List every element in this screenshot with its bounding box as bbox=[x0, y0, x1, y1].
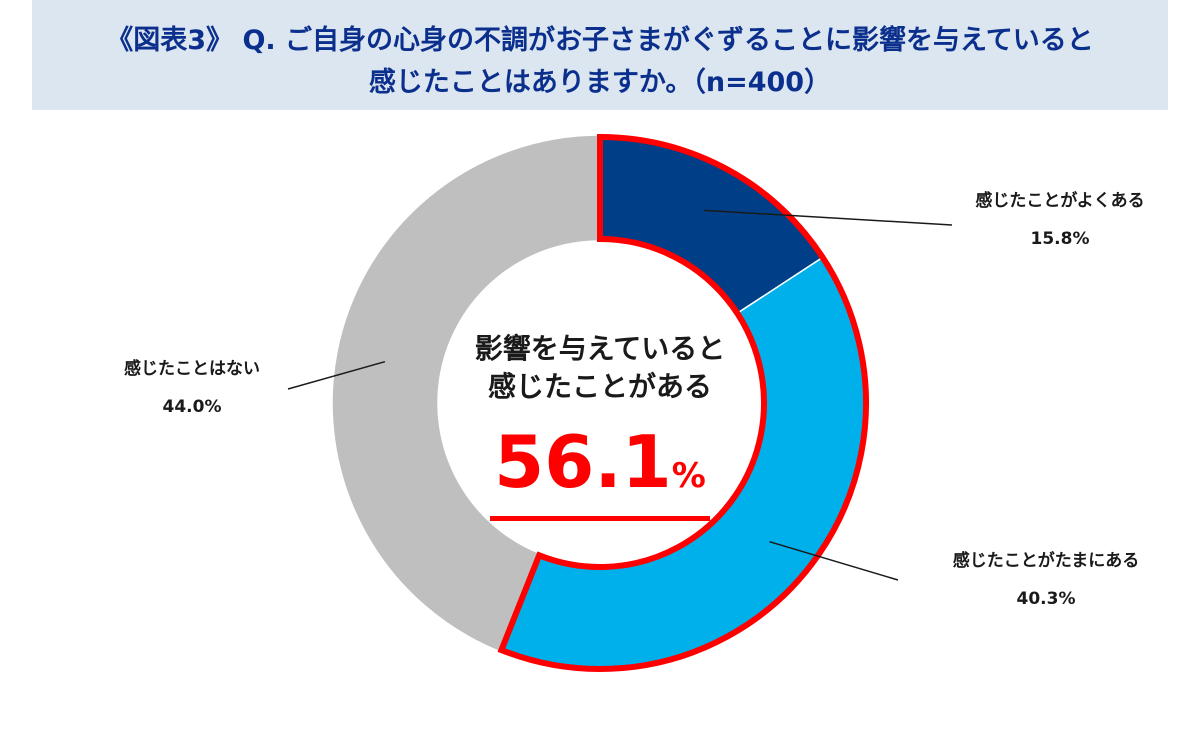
center-total-value: 56.1% bbox=[440, 422, 760, 521]
slice-label-often-value: 15.8% bbox=[1030, 229, 1090, 249]
slice-label-often: 感じたことがよくある 15.8% bbox=[930, 186, 1190, 249]
center-total-number: 56.1 bbox=[494, 420, 672, 504]
slice-label-never: 感じたことはない 44.0% bbox=[92, 354, 292, 417]
title-band: 《図表3》 Q. ご自身の心身の不調がお子さまがぐずることに影響を与えていると … bbox=[32, 0, 1168, 110]
center-caption: 影響を与えていると 感じたことがある bbox=[440, 330, 760, 406]
center-total-unit: % bbox=[671, 456, 706, 496]
leader-line-often bbox=[704, 209, 953, 226]
highlight-outline bbox=[497, 133, 869, 672]
chart-title-line-1: 《図表3》 Q. ご自身の心身の不調がお子さまがぐずることに影響を与えていると bbox=[106, 25, 1094, 56]
leader-line-never bbox=[287, 360, 386, 390]
center-caption-line-1: 影響を与えていると bbox=[474, 332, 726, 365]
slice-label-sometimes-value: 40.3% bbox=[1016, 589, 1076, 609]
slice-label-never-text: 感じたことはない bbox=[124, 359, 260, 379]
slice-never bbox=[331, 134, 601, 653]
leader-line-sometimes bbox=[769, 540, 899, 581]
slice-label-sometimes: 感じたことがたまにある 40.3% bbox=[906, 546, 1186, 609]
slice-label-often-text: 感じたことがよくある bbox=[975, 191, 1145, 211]
center-caption-line-2: 感じたことがある bbox=[487, 370, 712, 403]
slice-label-sometimes-text: 感じたことがたまにある bbox=[952, 551, 1140, 571]
slice-label-never-value: 44.0% bbox=[162, 397, 222, 417]
chart-title-line-2: 感じたことはありますか。（n=400） bbox=[368, 67, 832, 98]
